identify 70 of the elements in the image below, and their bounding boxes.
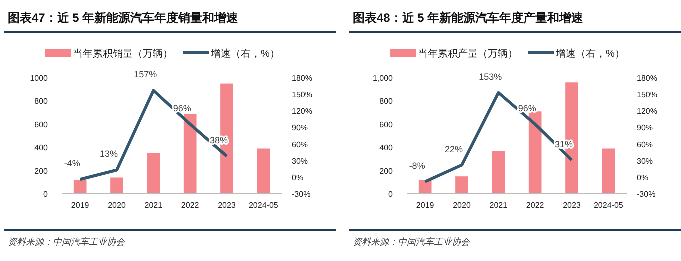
x-tick-label: 2022 (526, 201, 545, 210)
y2-tick-label: -30% (292, 190, 311, 199)
data-label: 153% (479, 72, 502, 82)
data-label: 13% (100, 149, 118, 160)
legend-label: 当年累积产量（万辆） (418, 48, 518, 60)
y2-tick-label: 150% (637, 90, 658, 100)
y2-tick-label: 180% (292, 74, 312, 83)
y2-tick-label: 30% (637, 156, 654, 166)
y2-tick-label: 120% (292, 107, 312, 116)
chart-title: 图表48：近 5 年新能源汽车年度产量和增速 (353, 11, 585, 25)
y-tick-label: 200 (34, 166, 49, 176)
y2-tick-label: 90% (292, 124, 308, 133)
y-tick-label: 1,000 (372, 74, 394, 83)
y2-tick-label: 0% (637, 173, 649, 182)
bar (492, 151, 506, 194)
y2-tick-label: 90% (637, 124, 654, 133)
y-tick-label: 800 (34, 97, 49, 106)
data-label: 157% (134, 70, 158, 80)
line-series (424, 91, 574, 184)
x-tick-label: 2023 (563, 201, 582, 210)
text: 资料来源：中国汽车工业协会 (8, 237, 126, 247)
chart-title: 图表47：近 5 年新能源汽车年度销量和增速 (8, 11, 240, 25)
data-label: 31% (554, 139, 574, 150)
y2-tick-label: -30% (637, 190, 656, 199)
data-label: -4% (64, 158, 80, 169)
y-tick-label: 200 (380, 166, 394, 176)
x-tick-label: 2020 (108, 201, 126, 210)
x-tick-label: 2022 (181, 201, 200, 210)
data-label: 96% (518, 103, 536, 114)
y-tick-label: 800 (380, 97, 394, 106)
y2-tick-label: 150% (292, 90, 312, 100)
bar (418, 180, 432, 194)
x-tick-label: 2019 (416, 201, 435, 210)
y2-tick-label: 0% (292, 173, 304, 182)
y-tick-label: 400 (380, 144, 394, 153)
y2-tick-label: 180% (637, 74, 658, 83)
y2-tick-label: 60% (292, 140, 308, 150)
bar (456, 176, 468, 194)
bar (74, 180, 87, 194)
x-tick-label: 2024-05 (594, 201, 624, 210)
y2-tick-label: 120% (637, 107, 658, 116)
y-tick-label: 600 (34, 120, 49, 130)
text: 资料来源：中国汽车工业协会 (353, 237, 471, 247)
y2-tick-label: 30% (292, 156, 308, 166)
data-label: -8% (409, 160, 426, 171)
line-series (78, 89, 228, 182)
x-tick-label: 2019 (71, 201, 90, 210)
legend-label: 当年累积销量（万辆） (73, 48, 173, 60)
y2-tick-label: 60% (637, 140, 654, 150)
y-tick-label: 0 (388, 190, 394, 199)
bar (602, 148, 616, 194)
x-tick-label: 2024-05 (248, 201, 279, 210)
bar (257, 148, 270, 194)
y-tick-label: 600 (380, 120, 394, 130)
legend-label: 增速（右，%） (210, 48, 280, 60)
legend-label: 增速（右，%） (555, 48, 625, 60)
data-label: 38% (210, 135, 228, 146)
x-tick-label: 2021 (490, 201, 508, 210)
bar (528, 112, 542, 194)
y-tick-label: 0 (44, 190, 49, 199)
data-label: 96% (173, 103, 192, 114)
y-tick-label: 400 (34, 144, 49, 153)
x-tick-label: 2020 (453, 201, 472, 210)
x-tick-label: 2023 (218, 201, 236, 210)
bar (110, 178, 124, 194)
bar (184, 114, 197, 194)
x-tick-label: 2021 (144, 201, 164, 210)
bar (147, 153, 160, 194)
y-tick-label: 1000 (30, 74, 49, 83)
data-label: 22% (444, 144, 464, 154)
